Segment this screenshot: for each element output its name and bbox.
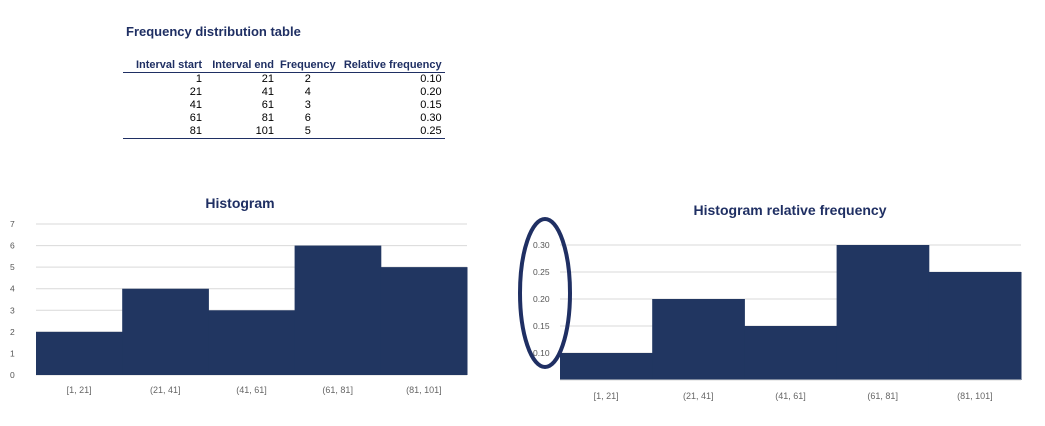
cell-frequency: 3 (304, 99, 311, 111)
histogram-bar (560, 353, 653, 380)
cell-interval-end: 21 (261, 73, 274, 85)
cell-interval-end: 81 (261, 112, 274, 124)
header-frequency: Frequency (277, 58, 339, 73)
y-tick-label: 2 (10, 327, 15, 337)
histogram-bar (928, 272, 1022, 380)
histogram-bar (744, 326, 838, 380)
histogram-bar (836, 245, 930, 380)
x-tick-label: (21, 41] (150, 385, 181, 395)
histogram-bar (652, 299, 745, 380)
cell-interval-start: 1 (195, 73, 202, 85)
table-row: 21 41 4 0.20 (123, 86, 445, 99)
y-tick-label: 0.20 (533, 294, 550, 304)
cell-interval-end: 61 (261, 99, 274, 111)
table-row: 81 101 5 0.25 (123, 125, 445, 139)
y-tick-label: 1 (10, 348, 15, 358)
y-tick-label: 0.30 (533, 240, 550, 250)
histogram-bar (122, 288, 209, 375)
cell-frequency: 5 (277, 125, 339, 139)
table-header-row: Interval start Interval end Frequency Re… (123, 58, 445, 73)
header-interval-end: Interval end (205, 58, 277, 73)
histogram-bar (294, 245, 382, 375)
y-tick-label: 6 (10, 241, 15, 251)
y-tick-label: 0.10 (533, 348, 550, 358)
y-tick-label: 4 (10, 284, 15, 294)
header-interval-start: Interval start (123, 58, 205, 73)
header-relative-frequency: Relative frequency (338, 58, 445, 73)
x-tick-label: [1, 21] (67, 385, 92, 395)
y-tick-label: 0.25 (533, 267, 550, 277)
x-tick-label: (41, 61] (775, 391, 806, 401)
x-tick-label: (61, 81] (867, 391, 898, 401)
table-row: 41 61 3 0.15 (123, 99, 445, 112)
cell-interval-start: 41 (189, 99, 202, 111)
x-tick-label: [1, 21] (594, 391, 619, 401)
cell-interval-start: 61 (189, 112, 202, 124)
cell-relative-frequency: 0.15 (420, 99, 442, 111)
x-tick-label: (61, 81] (322, 385, 353, 395)
cell-interval-start: 21 (189, 86, 202, 98)
histogram-bar (36, 331, 123, 375)
y-tick-label: 3 (10, 305, 15, 315)
chart-title: Histogram (205, 195, 274, 211)
cell-frequency: 4 (304, 86, 311, 98)
y-tick-label: 7 (10, 219, 15, 229)
x-tick-label: (21, 41] (683, 391, 714, 401)
table-row: 61 81 6 0.30 (123, 112, 445, 125)
histogram-chart: Histogram 0 1 2 3 4 5 6 7 [1, 21] (21, 41] (41, 61]… (10, 195, 468, 395)
cell-relative-frequency: 0.25 (338, 125, 445, 139)
y-tick-label: 0.15 (533, 321, 550, 331)
cell-frequency: 2 (304, 73, 311, 85)
highlight-ellipse (518, 217, 572, 369)
cell-interval-end: 101 (205, 125, 277, 139)
histogram-bar (208, 310, 296, 375)
x-tick-label: (41, 61] (236, 385, 267, 395)
chart-title: Histogram relative frequency (694, 202, 887, 218)
y-tick-label: 5 (10, 262, 15, 272)
y-tick-label: 0 (10, 370, 15, 380)
x-tick-label: (81, 101] (957, 391, 993, 401)
cell-relative-frequency: 0.10 (420, 73, 442, 85)
x-tick-label: (81, 101] (406, 385, 442, 395)
table-title: Frequency distribution table (126, 24, 301, 39)
cell-interval-start: 81 (123, 125, 205, 139)
cell-relative-frequency: 0.20 (420, 86, 442, 98)
histogram-bar (380, 267, 468, 375)
table-row: 1 21 2 0.10 (123, 73, 445, 87)
cell-interval-end: 41 (261, 86, 274, 98)
cell-relative-frequency: 0.30 (420, 112, 442, 124)
cell-frequency: 6 (304, 112, 311, 124)
frequency-table: Interval start Interval end Frequency Re… (123, 58, 445, 139)
